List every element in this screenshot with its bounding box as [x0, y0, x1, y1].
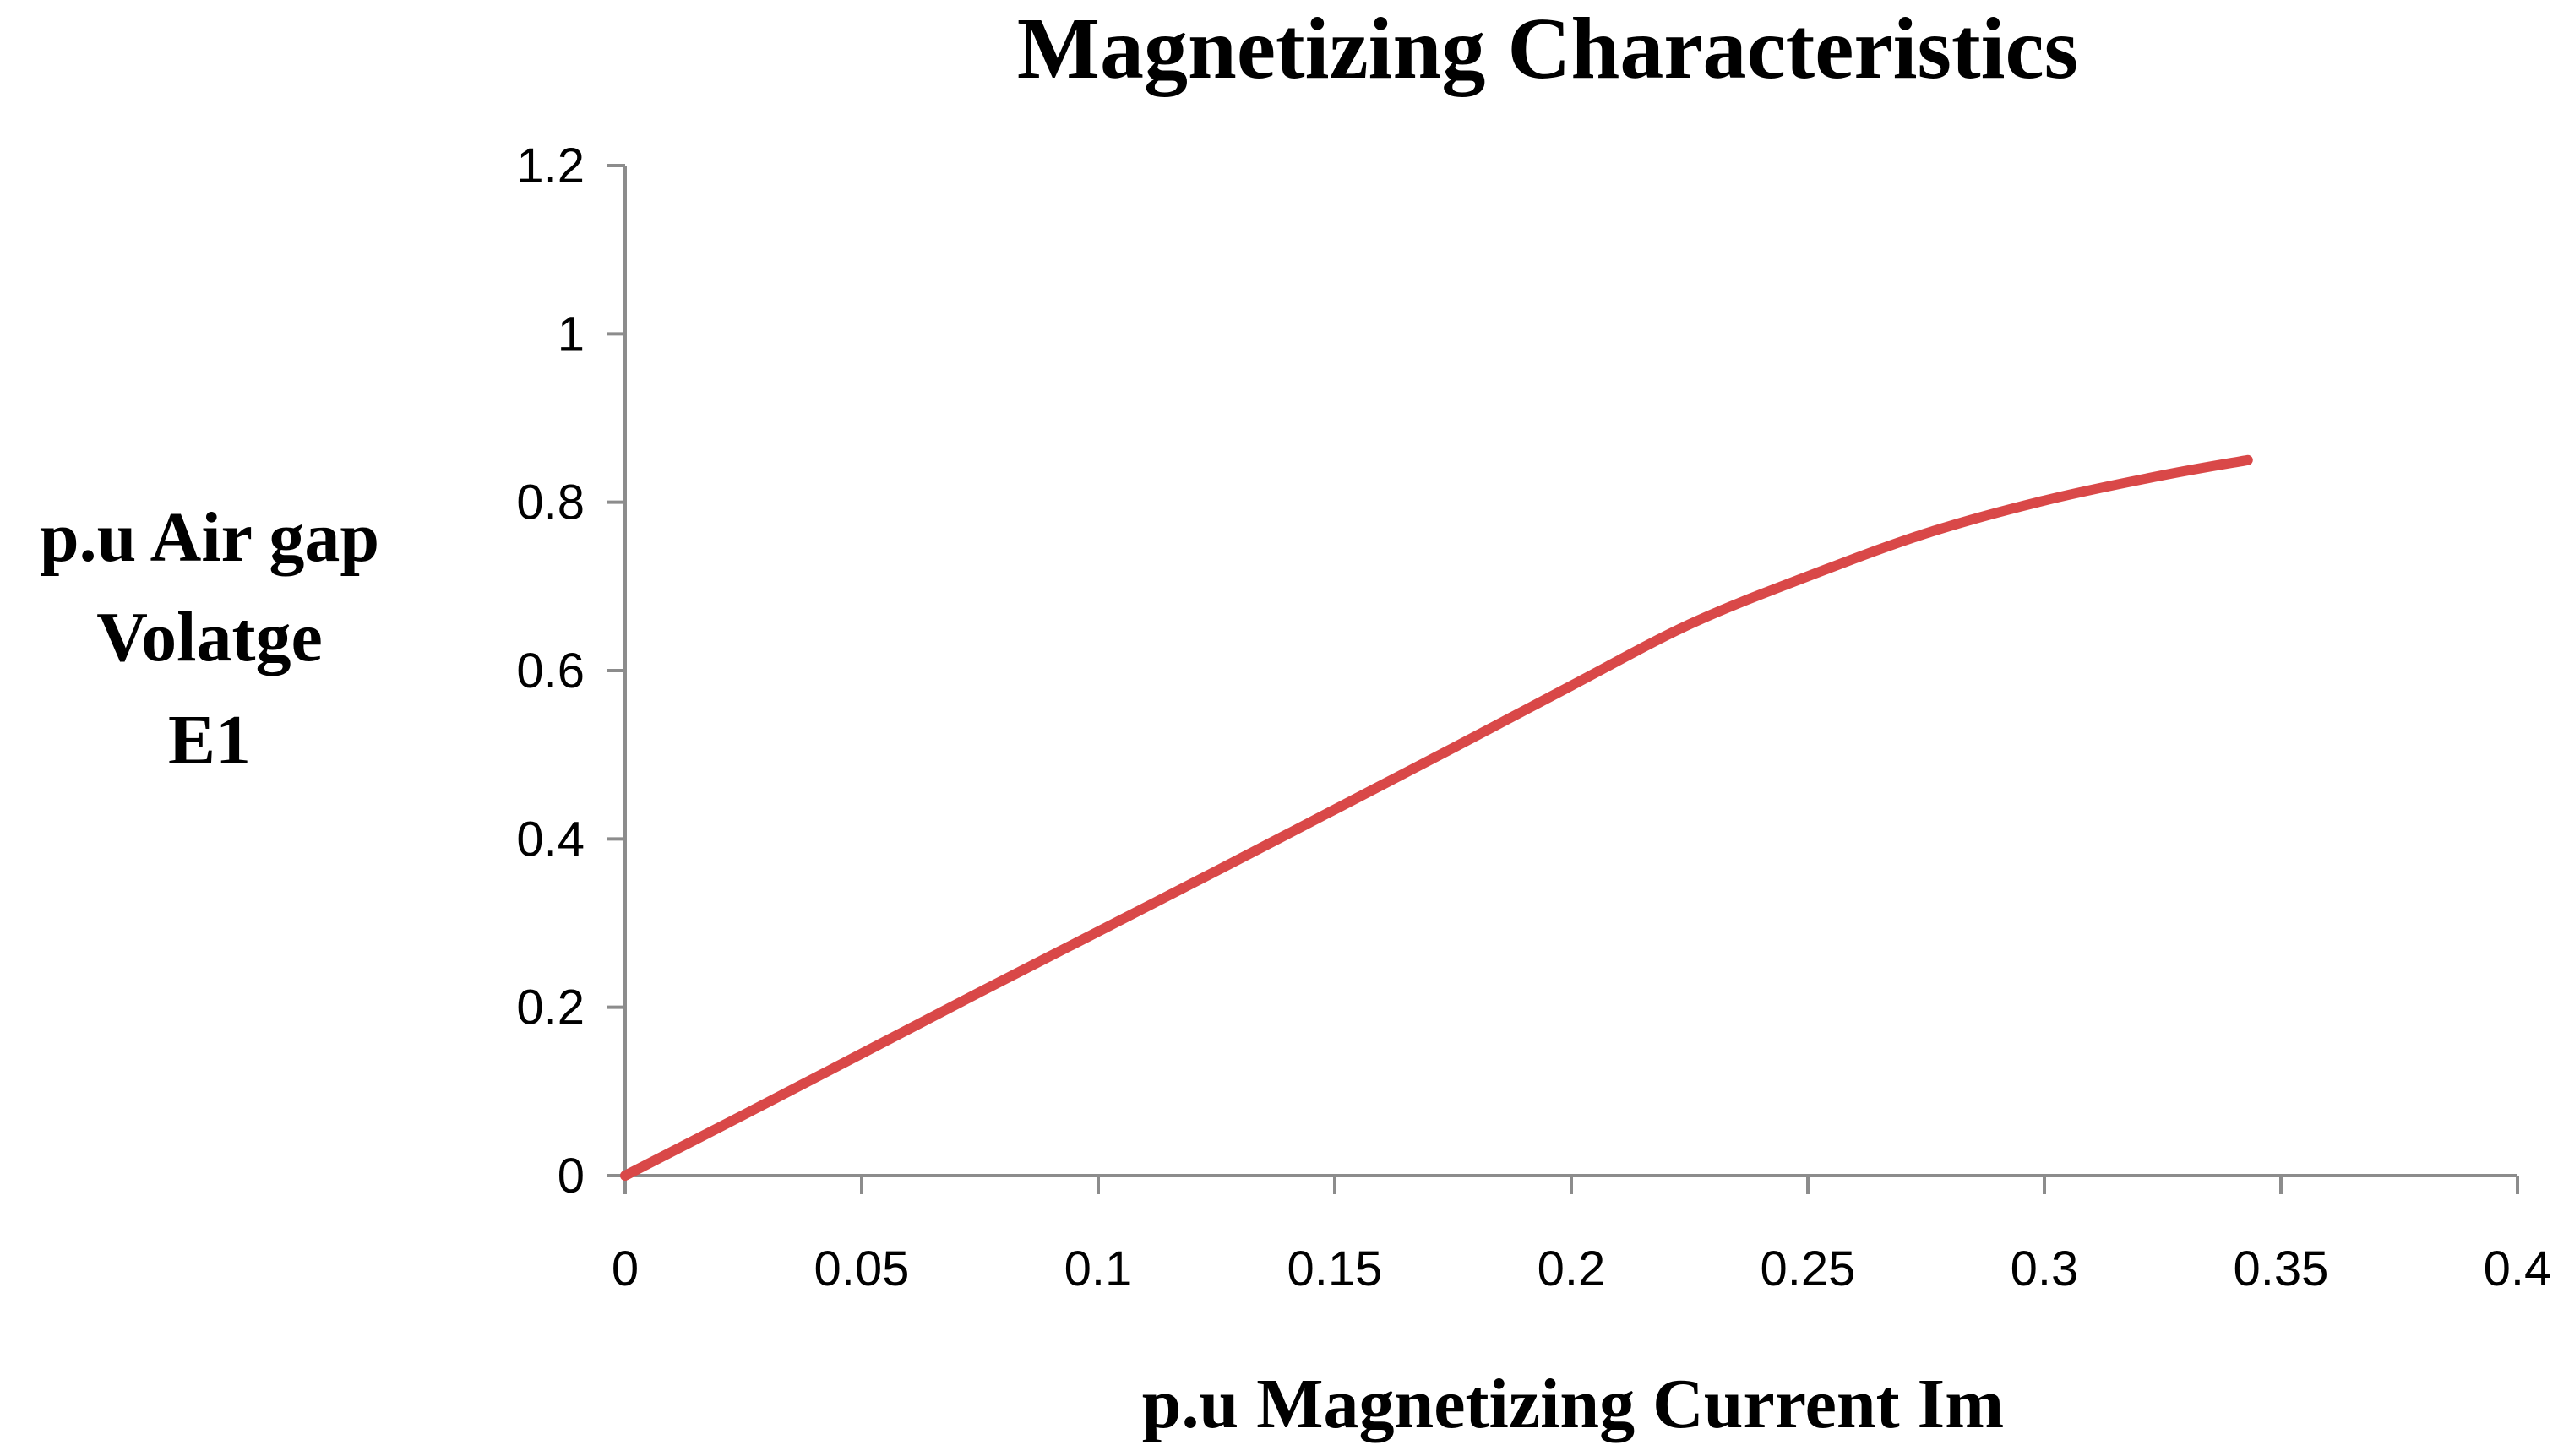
y-tick-label: 0.8 — [516, 475, 585, 530]
x-tick-label: 0.05 — [814, 1241, 910, 1296]
y-axis-title-line-3: E1 — [168, 701, 251, 780]
x-tick-label: 0.1 — [1064, 1241, 1133, 1296]
x-tick-label: 0.35 — [2234, 1241, 2329, 1296]
x-tick-label: 0.4 — [2484, 1241, 2552, 1296]
y-axis-title-line-1: p.u Air gap — [40, 498, 379, 577]
y-axis-title: p.u Air gap Volatge E1 — [40, 498, 379, 780]
series-line — [620, 454, 2253, 1181]
y-tick-label: 0.4 — [516, 812, 585, 867]
x-tick-label: 0 — [612, 1241, 639, 1296]
y-tick-label: 0 — [558, 1149, 585, 1203]
x-tick-label: 0.15 — [1287, 1241, 1383, 1296]
x-tick-label: 0.25 — [1761, 1241, 1856, 1296]
series-layer — [620, 454, 2253, 1181]
y-ticks: 0 0.2 0.4 0.6 0.8 1 1.2 — [516, 139, 625, 1203]
x-ticks: 0 0.05 0.1 0.15 0.2 0.25 0.3 0.35 0.4 — [612, 1176, 2551, 1296]
y-tick-label: 0.2 — [516, 981, 585, 1035]
x-tick-label: 0.3 — [2011, 1241, 2079, 1296]
y-axis-title-line-2: Volatge — [96, 598, 323, 676]
y-tick-label: 1.2 — [516, 139, 585, 193]
x-tick-label: 0.2 — [1538, 1241, 1606, 1296]
y-tick-label: 0.6 — [516, 644, 585, 698]
y-tick-label: 1 — [558, 307, 585, 361]
x-axis-title: p.u Magnetizing Current Im — [1142, 1365, 2004, 1443]
plot-area: 0 0.2 0.4 0.6 0.8 1 1.2 0 0.05 0.1 0.15 0.2 0.25 0.3… — [516, 139, 2551, 1296]
chart-title: Magnetizing Characteristics — [1017, 0, 2078, 97]
